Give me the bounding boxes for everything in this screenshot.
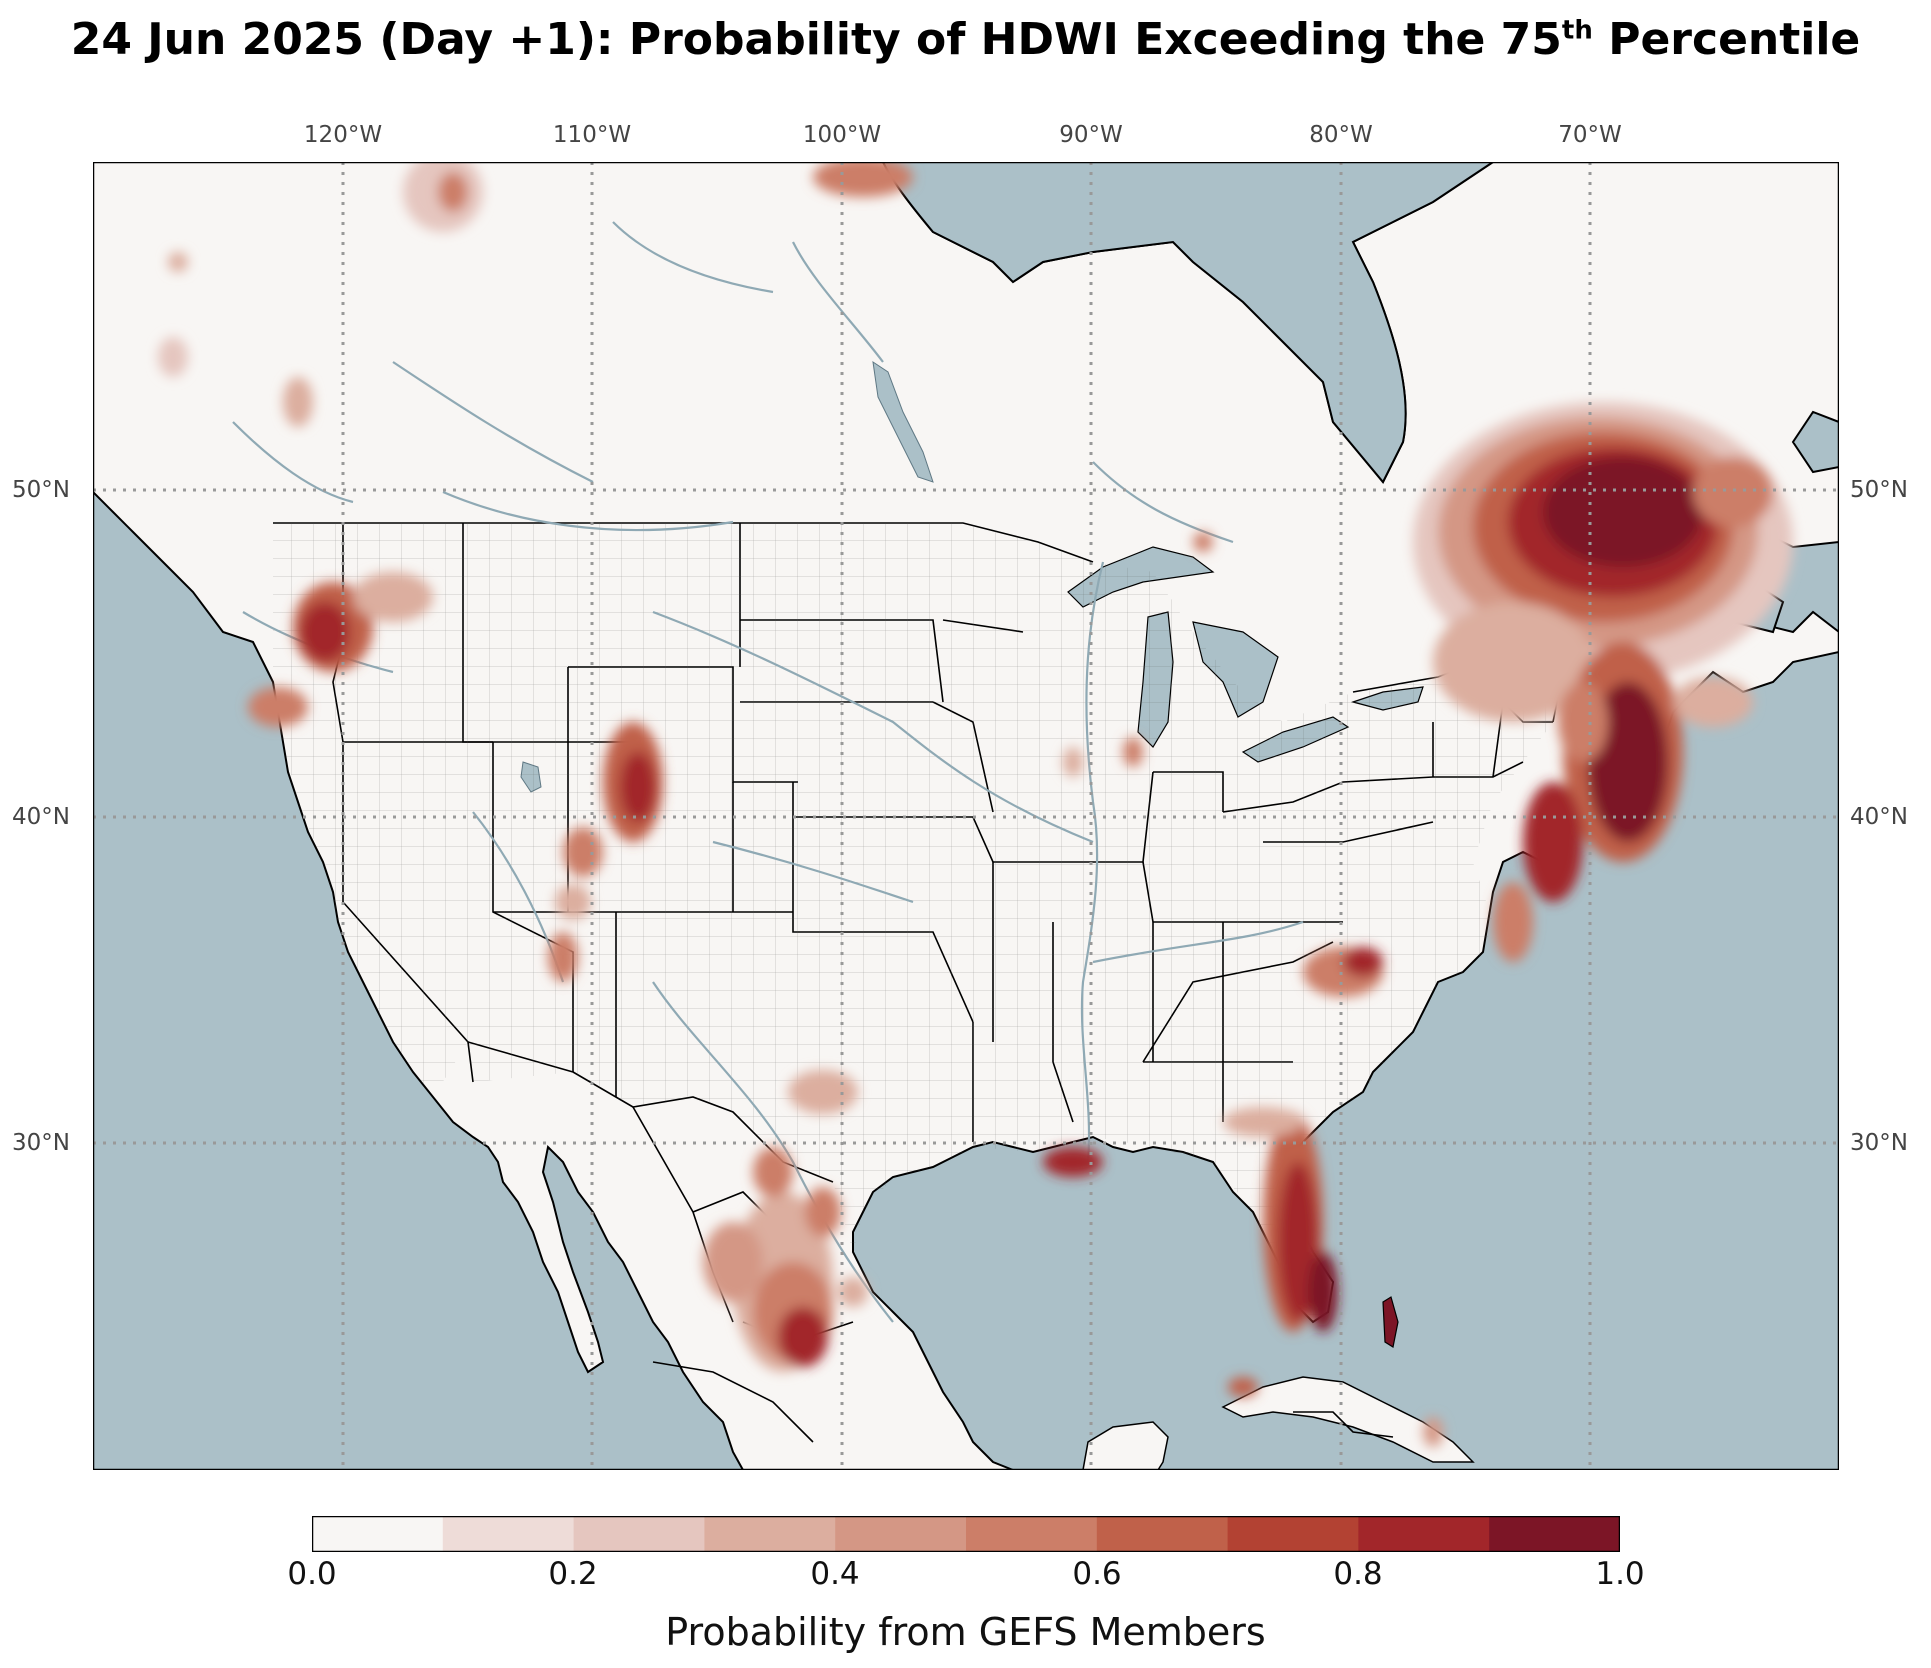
title-text: 24 Jun 2025 (Day +1): Probability of HDW… (70, 14, 1562, 65)
colorbar-cell-7 (1227, 1516, 1359, 1552)
colorbar-tick-5: 1.0 (1595, 1556, 1645, 1592)
colorbar-cell-0 (312, 1516, 444, 1552)
colorbar-tick-0: 0.0 (287, 1556, 337, 1592)
probability-map (93, 162, 1839, 1470)
colorbar-tick-3: 0.6 (1072, 1556, 1122, 1592)
colorbar-cell-2 (573, 1516, 705, 1552)
map-frame (93, 162, 1839, 1470)
lat-tick-30n-left: 30°N (12, 1130, 70, 1156)
lon-tick-80w: 80°W (1309, 122, 1373, 148)
colorbar-tick-2: 0.4 (810, 1556, 860, 1592)
hudson-bay (881, 162, 1839, 484)
lon-tick-90w: 90°W (1059, 122, 1123, 148)
lon-tick-120w: 120°W (303, 122, 383, 148)
lon-tick-110w: 110°W (552, 122, 632, 148)
andros-island (1382, 1296, 1399, 1348)
colorbar-cell-3 (704, 1516, 836, 1552)
lat-tick-30n-right: 30°N (1850, 1130, 1908, 1156)
lon-tick-100w: 100°W (802, 122, 882, 148)
colorbar-cell-1 (442, 1516, 575, 1552)
colorbar-cell-8 (1358, 1516, 1490, 1552)
lat-tick-40n-right: 40°N (1850, 804, 1908, 830)
colorbar-tick-1: 0.2 (548, 1556, 598, 1592)
colorbar-cell-6 (1096, 1516, 1229, 1552)
lat-tick-40n-left: 40°N (12, 804, 70, 830)
colorbar (312, 1516, 1620, 1552)
gridlines (93, 162, 1839, 1470)
probability-fields (158, 162, 1793, 1447)
colorbar-tick-4: 0.8 (1333, 1556, 1383, 1592)
lon-tick-70w: 70°W (1558, 122, 1622, 148)
lat-tick-50n-right: 50°N (1850, 477, 1908, 503)
colorbar-cell-5 (966, 1516, 1098, 1552)
lat-tick-50n-left: 50°N (12, 477, 70, 503)
yucatan (1082, 1421, 1169, 1470)
lake-winnipeg (872, 360, 934, 483)
title-superscript: th (1561, 15, 1593, 46)
cuba (1221, 1376, 1475, 1463)
colorbar-cell-9 (1489, 1516, 1620, 1552)
figure-title: 24 Jun 2025 (Day +1): Probability of HDW… (0, 14, 1931, 65)
colorbar-label: Probability from GEFS Members (665, 1610, 1266, 1654)
colorbar-cell-4 (835, 1516, 967, 1552)
title-suffix: Percentile (1592, 14, 1861, 65)
